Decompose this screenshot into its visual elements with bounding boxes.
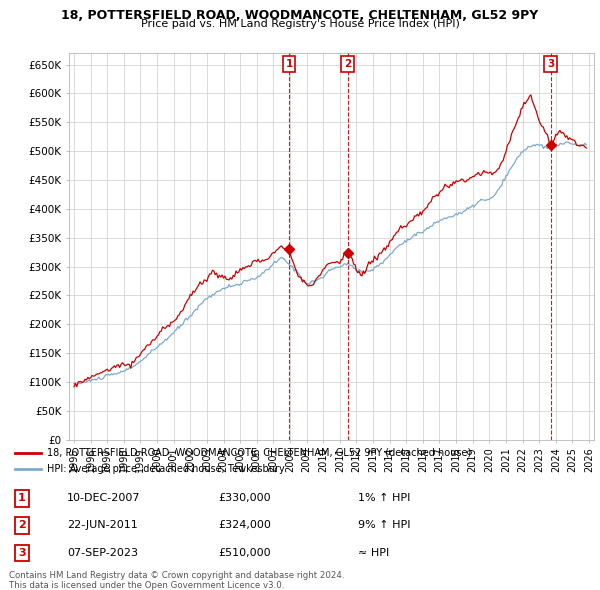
Text: 1: 1 (286, 59, 293, 69)
Text: 3: 3 (18, 548, 26, 558)
Text: HPI: Average price, detached house, Tewkesbury: HPI: Average price, detached house, Tewk… (47, 464, 284, 474)
Text: 1% ↑ HPI: 1% ↑ HPI (358, 493, 410, 503)
Text: 10-DEC-2007: 10-DEC-2007 (67, 493, 140, 503)
Text: ≈ HPI: ≈ HPI (358, 548, 389, 558)
Text: 2: 2 (344, 59, 351, 69)
Text: £324,000: £324,000 (218, 520, 271, 530)
Text: 2: 2 (18, 520, 26, 530)
Text: 07-SEP-2023: 07-SEP-2023 (67, 548, 138, 558)
Text: Contains HM Land Registry data © Crown copyright and database right 2024.
This d: Contains HM Land Registry data © Crown c… (9, 571, 344, 590)
Text: 3: 3 (547, 59, 554, 69)
Text: £510,000: £510,000 (218, 548, 271, 558)
Text: 9% ↑ HPI: 9% ↑ HPI (358, 520, 410, 530)
Text: £330,000: £330,000 (218, 493, 271, 503)
Text: Price paid vs. HM Land Registry's House Price Index (HPI): Price paid vs. HM Land Registry's House … (140, 19, 460, 30)
Text: 1: 1 (18, 493, 26, 503)
Text: 18, POTTERSFIELD ROAD, WOODMANCOTE, CHELTENHAM, GL52 9PY: 18, POTTERSFIELD ROAD, WOODMANCOTE, CHEL… (61, 9, 539, 22)
Text: 22-JUN-2011: 22-JUN-2011 (67, 520, 138, 530)
Text: 18, POTTERSFIELD ROAD, WOODMANCOTE, CHELTENHAM, GL52 9PY (detached house): 18, POTTERSFIELD ROAD, WOODMANCOTE, CHEL… (47, 448, 471, 457)
